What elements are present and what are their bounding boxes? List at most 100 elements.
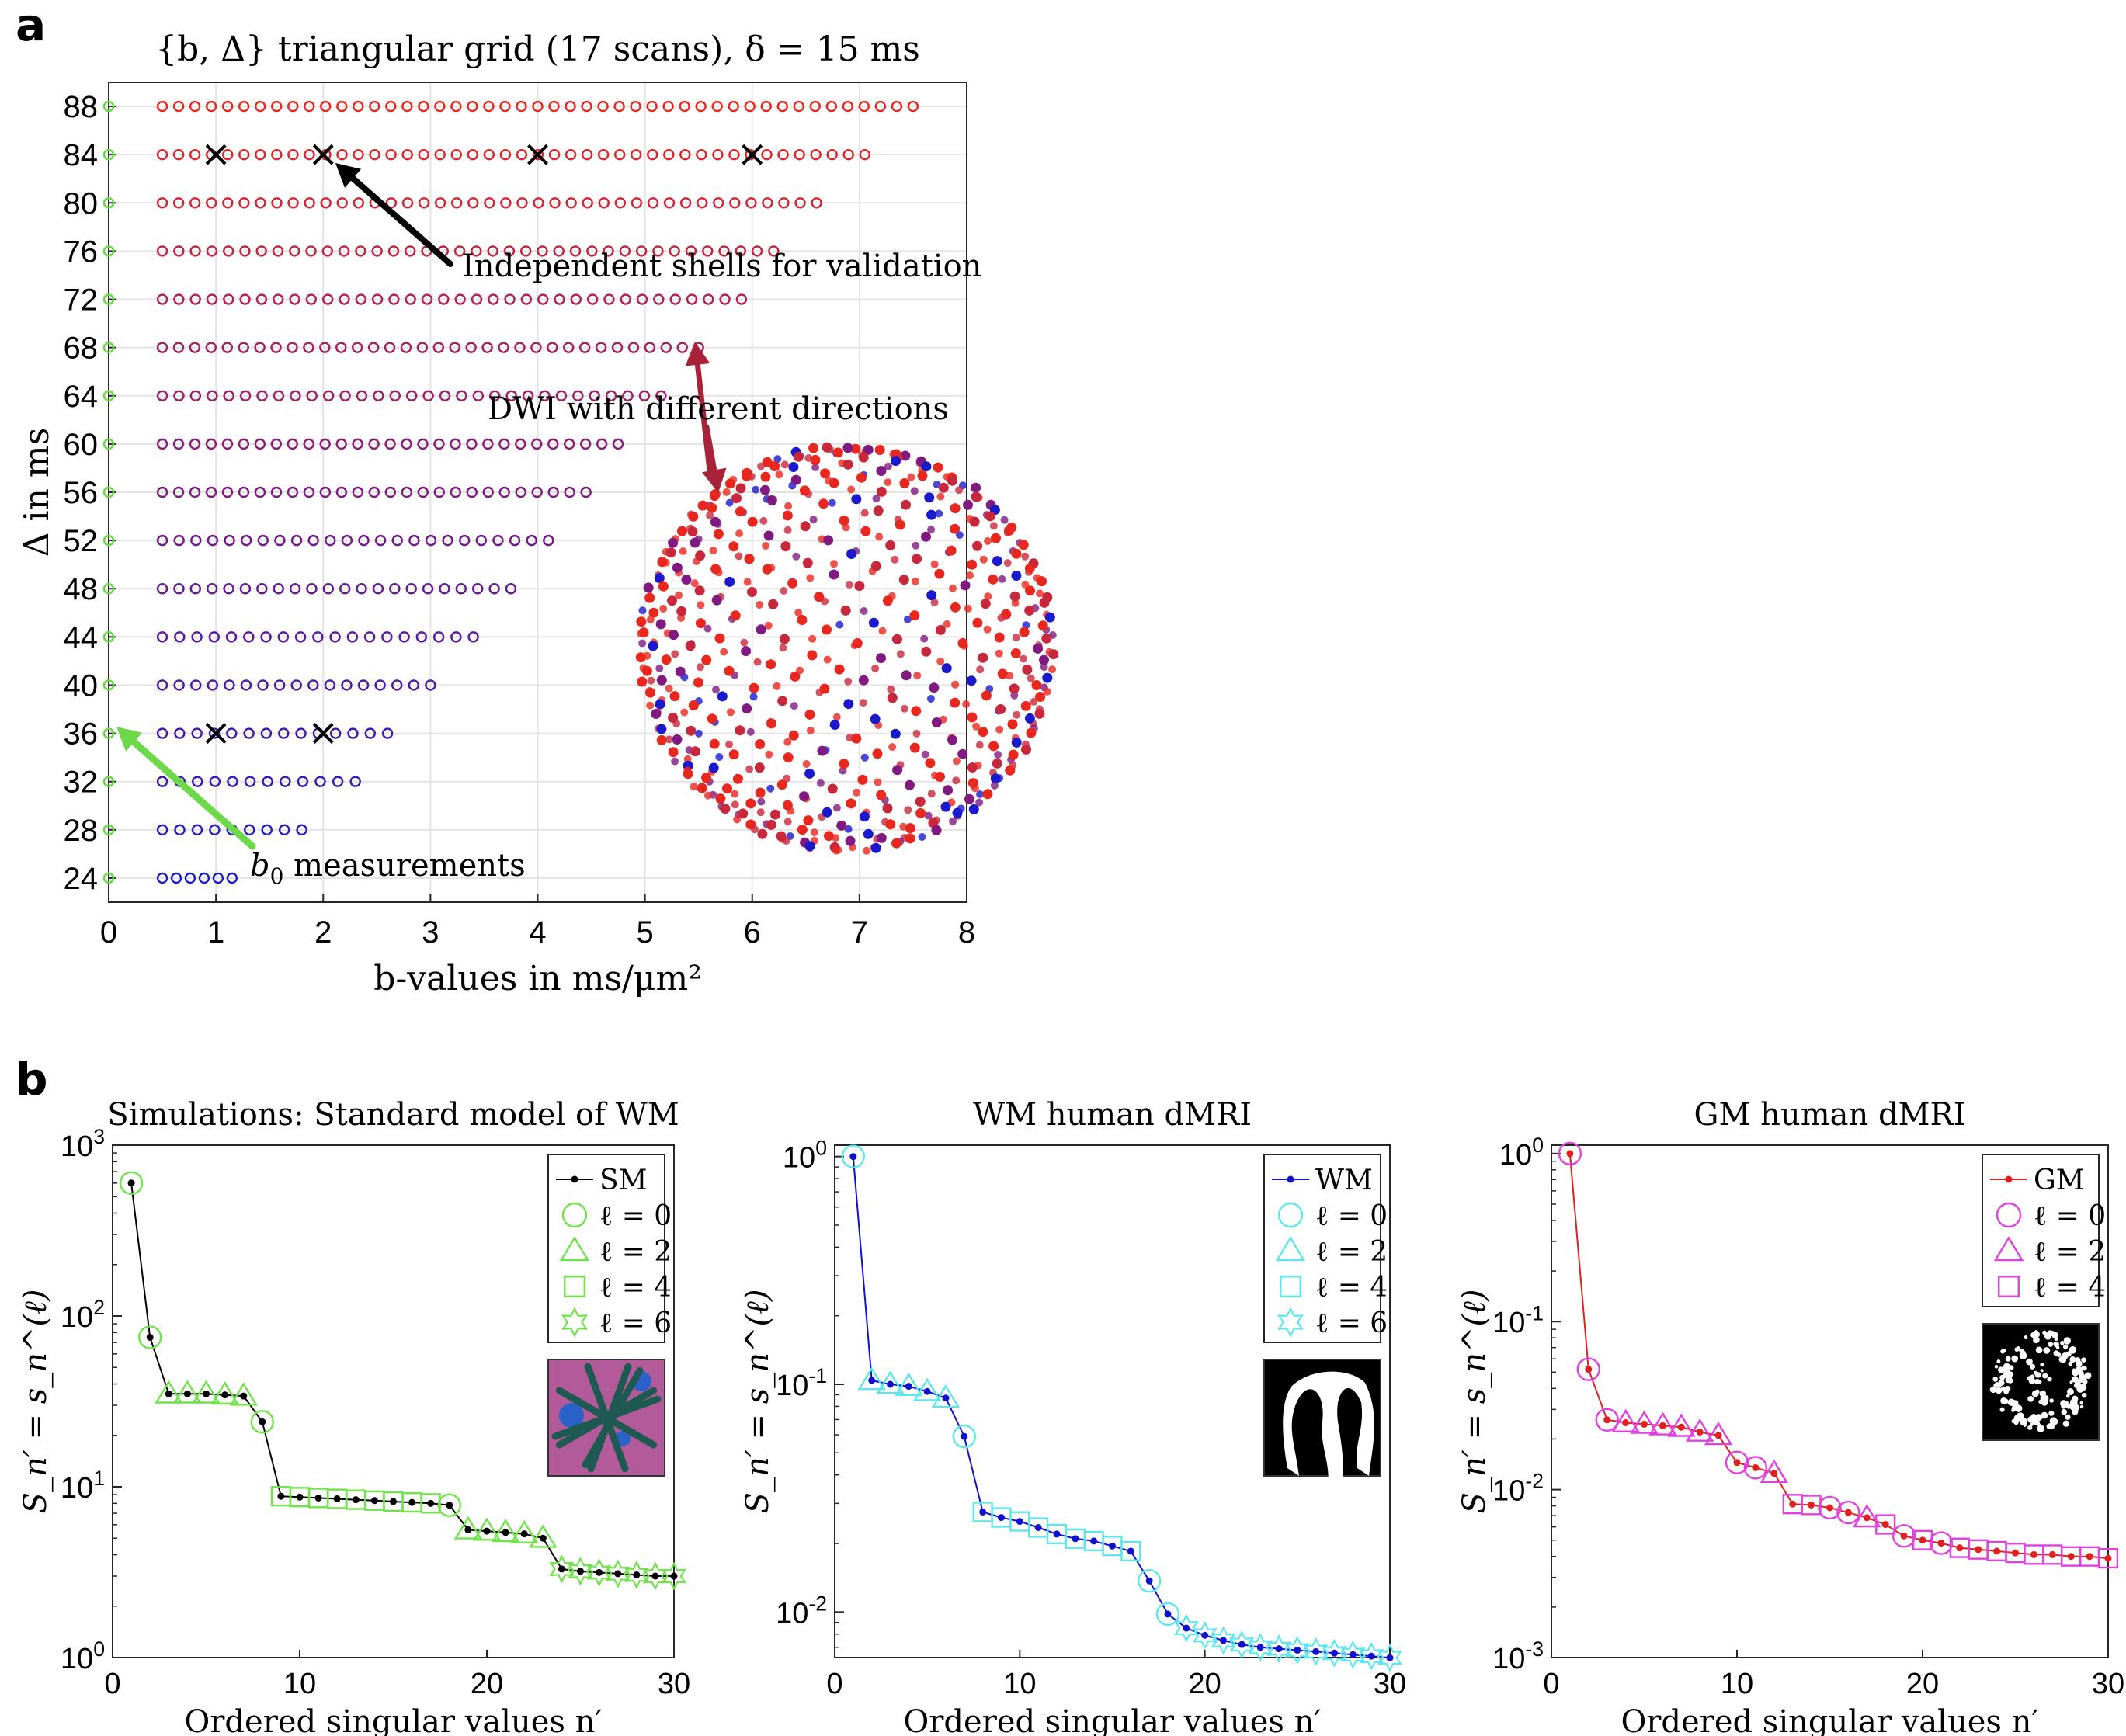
direction-point <box>854 581 865 591</box>
dwi-point <box>647 148 658 161</box>
direction-point <box>846 798 856 809</box>
direction-point <box>756 624 766 635</box>
data-point <box>483 1527 491 1535</box>
direction-point <box>832 713 841 721</box>
dwi-point <box>762 197 773 209</box>
direction-point <box>766 784 775 793</box>
marker-circle <box>119 1171 144 1196</box>
direction-point <box>788 730 799 741</box>
dwi-point <box>240 534 252 547</box>
direction-point <box>658 581 669 592</box>
dwi-point <box>416 342 429 353</box>
chart-title: {b, Δ} triangular grid (17 scans), δ = 1… <box>155 30 920 69</box>
direction-point <box>787 578 798 589</box>
legend-marker-square <box>564 1276 585 1297</box>
gm-inset-mask <box>2011 1355 2019 1363</box>
direction-point <box>943 785 954 796</box>
y-tick-label: 36 <box>64 717 99 752</box>
direction-point <box>913 672 922 680</box>
gm-inset-mask <box>2030 1422 2034 1426</box>
direction-point <box>722 783 732 794</box>
direction-point <box>858 675 869 686</box>
direction-point <box>947 475 957 486</box>
direction-point <box>735 529 744 538</box>
dwi-point <box>156 390 168 401</box>
dwi-point <box>418 100 429 113</box>
marker-star <box>1377 1643 1402 1672</box>
b0-point <box>102 196 115 209</box>
dwi-point <box>156 148 168 161</box>
dwi-point <box>372 583 384 595</box>
data-point <box>1331 1649 1338 1657</box>
marker-star <box>1248 1633 1273 1662</box>
dwi-point <box>614 197 627 209</box>
direction-point <box>858 452 869 463</box>
dwi-point <box>581 148 593 161</box>
direction-point <box>907 473 915 481</box>
dwi-point <box>459 534 471 547</box>
legend-marker-triangle <box>559 1236 590 1262</box>
dwi-point <box>598 197 610 209</box>
direction-point <box>804 709 815 720</box>
data-point <box>1294 1646 1301 1654</box>
gm-inset-mask <box>2031 1418 2038 1425</box>
direction-point <box>822 807 832 818</box>
data-point <box>370 1497 378 1505</box>
dwi-point <box>450 631 462 643</box>
sm-inset-fiber <box>582 1366 644 1469</box>
dwi-point <box>363 631 376 643</box>
dwi-point <box>319 438 331 450</box>
direction-point <box>741 646 752 657</box>
gm-inset-mask <box>2062 1420 2069 1427</box>
dwi-point <box>332 776 344 787</box>
marker-triangle <box>857 1366 886 1391</box>
dwi-point <box>719 293 731 305</box>
dwi-point <box>173 245 185 257</box>
dwi-point <box>224 679 235 691</box>
dwi-point <box>349 776 361 787</box>
x-tick-label: 30 <box>1374 1668 1406 1700</box>
dwi-point <box>374 534 387 547</box>
dwi-point <box>352 486 364 498</box>
direction-point <box>839 759 849 769</box>
direction-point <box>857 774 868 785</box>
dwi-point <box>287 486 299 498</box>
dwi-point <box>660 342 672 353</box>
dwi-point <box>401 438 412 450</box>
b0-point <box>102 534 115 547</box>
data-point <box>1053 1530 1061 1538</box>
marker-circle <box>952 1425 977 1449</box>
dwi-point <box>811 197 822 209</box>
data-point <box>1677 1423 1685 1431</box>
direction-point <box>899 822 908 831</box>
dwi-point <box>238 148 250 161</box>
direction-point <box>926 509 937 520</box>
dwi-point <box>631 197 643 209</box>
panel-a-chart: 0 1 2 3 4 5 6 7 82428323640444852566064687276808… <box>17 30 1059 998</box>
direction-point <box>780 460 789 469</box>
dwi-point <box>189 100 201 113</box>
direction-point <box>967 712 978 723</box>
b0-point <box>102 438 115 450</box>
direction-point <box>740 638 749 647</box>
data-point <box>296 1493 304 1501</box>
y-tick-label: 24 <box>64 862 99 896</box>
direction-point <box>783 752 794 763</box>
legend-label: ℓ = 0 <box>2034 1200 2106 1232</box>
x-tick-label: 30 <box>2092 1668 2124 1700</box>
data-point <box>2067 1553 2075 1561</box>
dwi-point <box>712 148 724 161</box>
gm-inset-mask <box>2084 1372 2092 1380</box>
direction-point <box>1037 576 1047 587</box>
dwi-point <box>408 679 419 691</box>
gm-inset-mask <box>2041 1399 2048 1406</box>
direction-point <box>842 523 850 532</box>
gm-inset-mask <box>2069 1346 2077 1354</box>
dwi-point <box>417 438 429 450</box>
gm-inset-mask <box>1992 1377 1998 1382</box>
direction-point <box>966 675 977 686</box>
direction-point <box>988 574 999 585</box>
gm-inset-mask <box>2056 1352 2062 1358</box>
dwi-point <box>156 245 168 257</box>
chart-title: Simulations: Standard model of WM <box>107 1097 679 1133</box>
